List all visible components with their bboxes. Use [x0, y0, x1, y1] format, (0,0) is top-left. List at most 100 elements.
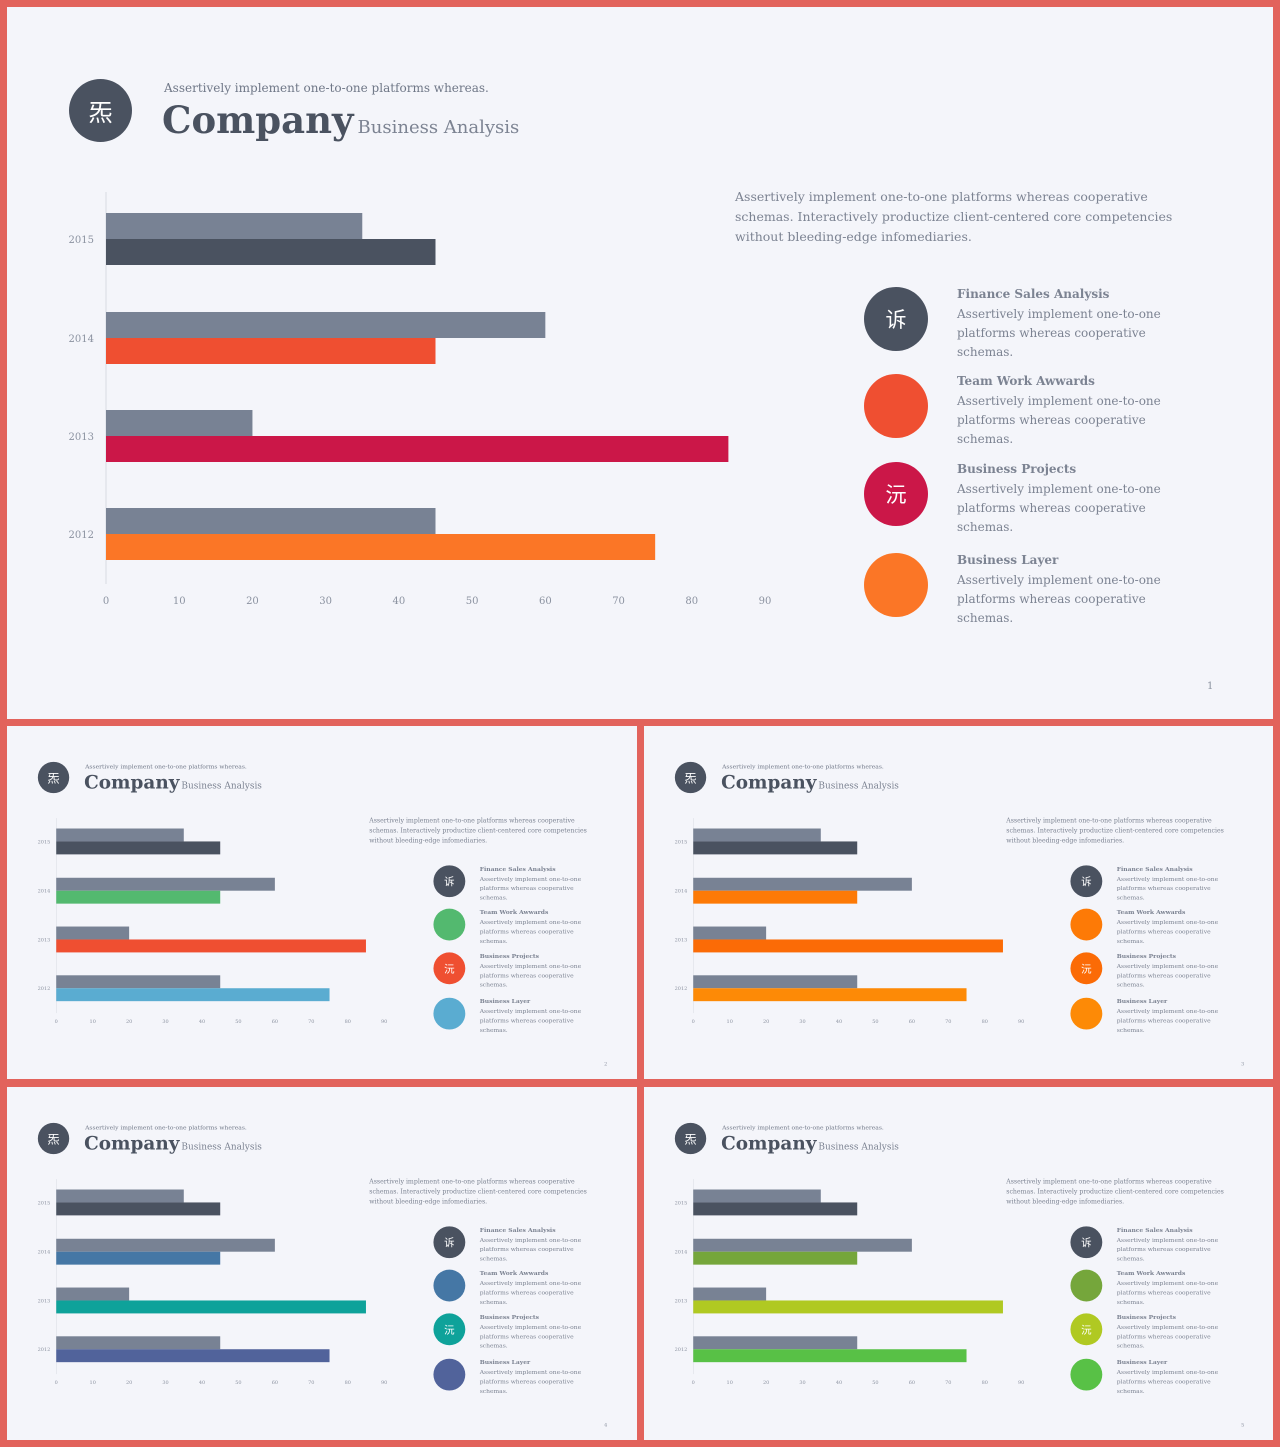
x-tick-label: 90 — [1018, 1019, 1024, 1025]
title: Company — [721, 771, 817, 794]
x-tick-label: 40 — [393, 596, 406, 607]
x-tick-label: 0 — [103, 596, 109, 607]
legend-text: Assertively implement one-to-one platfor… — [957, 307, 1161, 359]
legend-item: 诉 Finance Sales Analysis Assertively imp… — [864, 287, 1264, 359]
legend-text: Assertively implement one-to-one platfor… — [1116, 875, 1219, 902]
slide-thumbnail-1[interactable]: 炁 Assertively implement one-to-one platf… — [7, 726, 637, 1079]
legend-item: Business Layer Assertively implement one… — [1070, 997, 1269, 1034]
legend-item: Business Layer Assertively implement one… — [433, 997, 632, 1034]
legend-circle-icon: 诉 — [433, 1226, 466, 1259]
subtitle: Business Analysis — [818, 1141, 899, 1153]
bar-series-1-2014 — [693, 1238, 912, 1252]
legend-circle-icon: 诉 — [1070, 1226, 1103, 1259]
bar-series-2-2015 — [106, 239, 436, 265]
legend-circle-icon — [1070, 997, 1103, 1030]
legend-item: 沅 Business Projects Assertively implemen… — [433, 1313, 632, 1349]
legend-text: Assertively implement one-to-one platfor… — [479, 1279, 582, 1306]
legend-circle-icon — [1070, 1358, 1103, 1391]
subtitle: Business Analysis — [818, 780, 899, 792]
x-tick-label: 10 — [90, 1019, 96, 1025]
bar-series-1-2012 — [693, 1336, 858, 1350]
y-tick-label: 2013 — [675, 937, 688, 943]
bar-series-1-2015 — [106, 213, 363, 239]
bar-series-1-2012 — [693, 975, 858, 989]
legend-item: Team Work Awwards Assertively implement … — [433, 908, 632, 944]
bar-series-1-2015 — [56, 1189, 184, 1203]
legend-circle-icon: 沅 — [1070, 952, 1103, 985]
subtitle: Business Analysis — [357, 117, 520, 138]
x-tick-label: 90 — [381, 1380, 387, 1386]
y-tick-label: 2015 — [675, 1200, 688, 1206]
bar-series-2-2013 — [693, 939, 1003, 953]
x-tick-label: 90 — [1018, 1380, 1024, 1386]
x-tick-label: 80 — [982, 1019, 988, 1025]
y-tick-label: 2012 — [675, 1347, 688, 1353]
bar-series-2-2015 — [56, 1202, 221, 1216]
bar-series-2-2012 — [56, 1349, 330, 1363]
x-tick-label: 60 — [539, 596, 552, 607]
bar-series-2-2013 — [106, 436, 729, 462]
legend-item: Team Work Awwards Assertively implement … — [1070, 1269, 1269, 1305]
legend-text: Assertively implement one-to-one platfor… — [1116, 962, 1219, 989]
legend-circle-icon: 沅 — [433, 952, 466, 985]
page-number: 4 — [604, 1422, 608, 1428]
page-title: Company Business Analysis — [84, 771, 262, 793]
slide-thumbnail-4[interactable]: 炁 Assertively implement one-to-one platf… — [644, 1087, 1273, 1440]
bar-series-1-2013 — [56, 1287, 130, 1301]
legend-title: Team Work Awwards — [1116, 908, 1186, 916]
page-title: Company Business Analysis — [721, 771, 899, 793]
bar-series-2-2013 — [56, 939, 366, 953]
legend-text: Assertively implement one-to-one platfor… — [1116, 1368, 1219, 1395]
slide-thumbnail-3[interactable]: 炁 Assertively implement one-to-one platf… — [7, 1087, 637, 1440]
legend-title: Team Work Awwards — [479, 1269, 549, 1277]
legend-item: 诉 Finance Sales Analysis Assertively imp… — [1070, 865, 1269, 902]
legend-item: Business Layer Assertively implement one… — [1070, 1358, 1269, 1395]
bar-series-2-2014 — [106, 338, 436, 364]
page-number: 5 — [1241, 1422, 1245, 1428]
x-tick-label: 40 — [836, 1380, 842, 1386]
bar-series-2-2013 — [56, 1300, 366, 1314]
legend-title: Business Layer — [1116, 997, 1168, 1005]
slide-thumbnail-2[interactable]: 炁 Assertively implement one-to-one platf… — [644, 726, 1273, 1079]
legend-title: Business Layer — [479, 997, 531, 1005]
title: Company — [721, 1132, 817, 1155]
legend-text: Assertively implement one-to-one platfor… — [1116, 1323, 1219, 1350]
y-tick-label: 2015 — [69, 235, 94, 246]
bar-series-1-2013 — [106, 410, 253, 436]
page-title: Company Business Analysis — [84, 1132, 262, 1154]
legend-item: Team Work Awwards Assertively implement … — [1070, 908, 1269, 945]
x-tick-label: 40 — [836, 1019, 842, 1025]
legend-circle-icon: 诉 — [864, 287, 928, 351]
bar-series-1-2012 — [56, 975, 221, 989]
y-tick-label: 2014 — [38, 889, 51, 895]
legend-item: 诉 Finance Sales Analysis Assertively imp… — [433, 865, 632, 901]
x-tick-label: 30 — [799, 1380, 805, 1386]
bar-chart: 2015 2014 2013 2012 0 10 20 30 40 50 60 70 80 90 — [38, 818, 387, 1025]
x-tick-label: 70 — [308, 1380, 314, 1386]
x-tick-label: 10 — [173, 596, 186, 607]
x-tick-label: 30 — [799, 1019, 805, 1025]
y-tick-label: 2012 — [675, 986, 688, 992]
x-tick-label: 30 — [162, 1019, 168, 1025]
x-tick-label: 50 — [872, 1019, 878, 1025]
legend-text: Assertively implement one-to-one platfor… — [479, 1007, 582, 1034]
bar-series-2-2014 — [693, 1251, 858, 1265]
legend-text: Assertively implement one-to-one platfor… — [957, 394, 1161, 446]
legend-circle-icon: 诉 — [433, 865, 466, 898]
y-tick-label: 2012 — [38, 1347, 51, 1353]
y-tick-label: 2013 — [38, 1298, 51, 1304]
legend-item: Team Work Awwards Assertively implement … — [864, 374, 1264, 446]
legend-circle-icon: 沅 — [1070, 1313, 1103, 1346]
legend-item: 沅 Business Projects Assertively implemen… — [1070, 1313, 1269, 1350]
bar-series-1-2014 — [693, 877, 912, 891]
tagline: Assertively implement one-to-one platfor… — [85, 1123, 247, 1131]
legend-circle-icon — [433, 997, 466, 1030]
x-tick-label: 50 — [235, 1019, 241, 1025]
legend-circle-icon — [433, 1358, 466, 1391]
legend-circle-icon — [433, 1269, 466, 1302]
legend-title: Team Work Awwards — [957, 374, 1095, 388]
slide-main[interactable]: 炁 Assertively implement one-to-one platf… — [7, 7, 1273, 719]
legend-text: Assertively implement one-to-one platfor… — [1116, 918, 1219, 945]
x-tick-label: 60 — [909, 1380, 915, 1386]
legend-circle-icon — [1070, 1269, 1103, 1302]
